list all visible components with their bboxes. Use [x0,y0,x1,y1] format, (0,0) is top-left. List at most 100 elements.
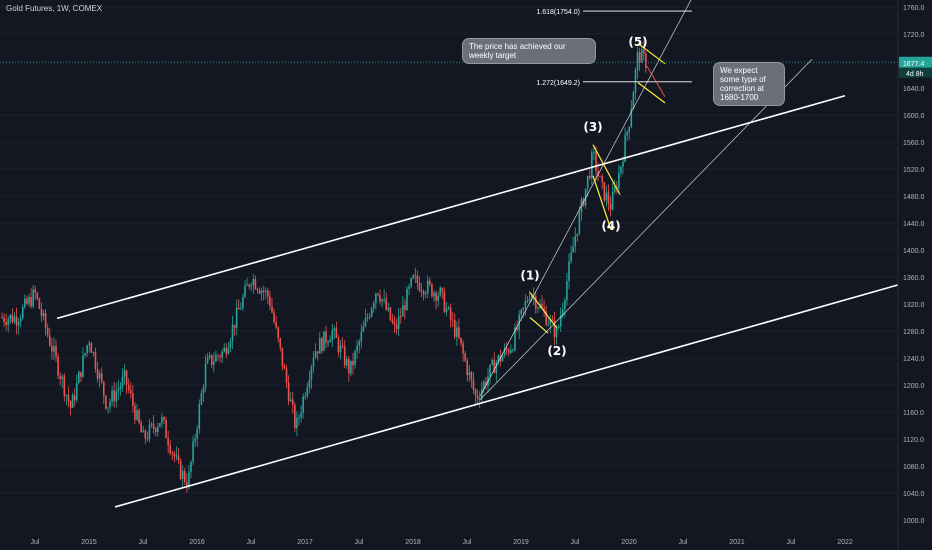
correction-annotation[interactable]: We expect some type of correction at 168… [713,62,785,106]
candle-body [603,182,606,201]
candle-body [80,371,82,377]
candle-body [262,290,265,292]
candle-body [287,382,290,402]
candle-body [341,345,344,347]
candle-body [188,471,190,488]
candle-body [640,49,643,63]
candle-body [626,132,628,136]
candle-body [94,352,97,369]
candle-body [528,298,531,301]
candle-body [179,460,182,480]
candle-body [244,285,246,297]
x-tick-label: 2016 [189,539,205,546]
candle-body [607,192,610,204]
candle-body [132,393,134,406]
candle-body [391,320,394,323]
candle-body [48,335,51,346]
candle-body [555,327,558,338]
candle-body [146,438,149,440]
candle-body [233,324,236,328]
candle-body [196,428,199,439]
candle-body [86,345,88,354]
candle-body [356,345,358,352]
target-projection-upper [637,42,666,65]
candle-body [372,303,375,309]
x-tick-label: Jul [247,539,256,546]
candle-body [190,461,192,472]
candle-body [537,307,539,309]
candle-body [352,360,354,366]
candle-body [173,453,176,457]
candle-body [354,351,356,366]
candle-body [557,326,560,328]
candle-body [107,407,109,409]
candle-body [576,233,579,237]
candle-body [46,327,49,336]
y-tick-label: 1640.0 [903,86,925,93]
fan-line-1 [479,58,813,401]
candle-body [44,313,47,328]
candle-body [194,438,196,442]
candle-body [269,296,271,307]
candle-body [300,412,302,418]
candle-body [63,376,66,396]
candle-body [595,151,597,172]
candle-body [480,389,483,399]
candle-body [588,175,591,178]
y-tick-label: 1240.0 [903,356,925,363]
candle-body [248,284,250,287]
candle-body [495,362,498,373]
candle-body [24,298,26,307]
candle-body [609,203,612,210]
candle-body [82,355,84,377]
y-tick-label: 1480.0 [903,194,925,201]
candle-body [605,192,608,201]
candle-body [437,295,439,301]
candle-body [296,417,298,429]
candle-body [111,390,113,402]
fib-level-label: 1.272(1649.2) [536,80,580,87]
candle-body [165,420,167,438]
x-tick-label: 2022 [837,539,853,546]
candle-body [601,176,604,183]
symbol-title[interactable]: Gold Futures, 1W, COMEX [6,4,103,13]
candle-body [447,307,450,309]
lower-channel-line [114,274,932,508]
candle-body [67,394,70,402]
candle-body [441,287,444,292]
candle-body [638,52,641,63]
candle-body [503,348,506,356]
candle-body [387,307,390,310]
candle-body [283,366,286,369]
candle-body [451,319,454,321]
candle-body [385,298,388,310]
candle-body [364,318,367,327]
candle-body [524,301,527,308]
candle-body [561,309,564,316]
candle-body [551,319,554,321]
candle-body [514,327,516,351]
candle-body [9,314,12,320]
candle-body [630,108,633,127]
candle-body [240,308,242,310]
target-annotation[interactable]: The price has achieved our weekly target [462,38,596,64]
candle-body [117,389,120,392]
candle-body [294,404,296,429]
wave-label: (5) [628,35,647,49]
candle-body [192,441,194,462]
x-tick-label: Jul [31,539,40,546]
candle-body [611,192,614,210]
candle-body [42,313,45,317]
candle-body [171,452,174,454]
candle-body [113,390,115,402]
y-tick-label: 1160.0 [903,410,924,417]
candle-body [105,395,107,409]
candle-body [570,252,572,262]
candle-body [485,381,487,386]
candle-body [470,372,473,380]
candle-body [331,330,334,341]
candle-body [17,322,20,326]
candle-body [516,327,518,330]
y-tick-label: 1320.0 [903,302,925,309]
